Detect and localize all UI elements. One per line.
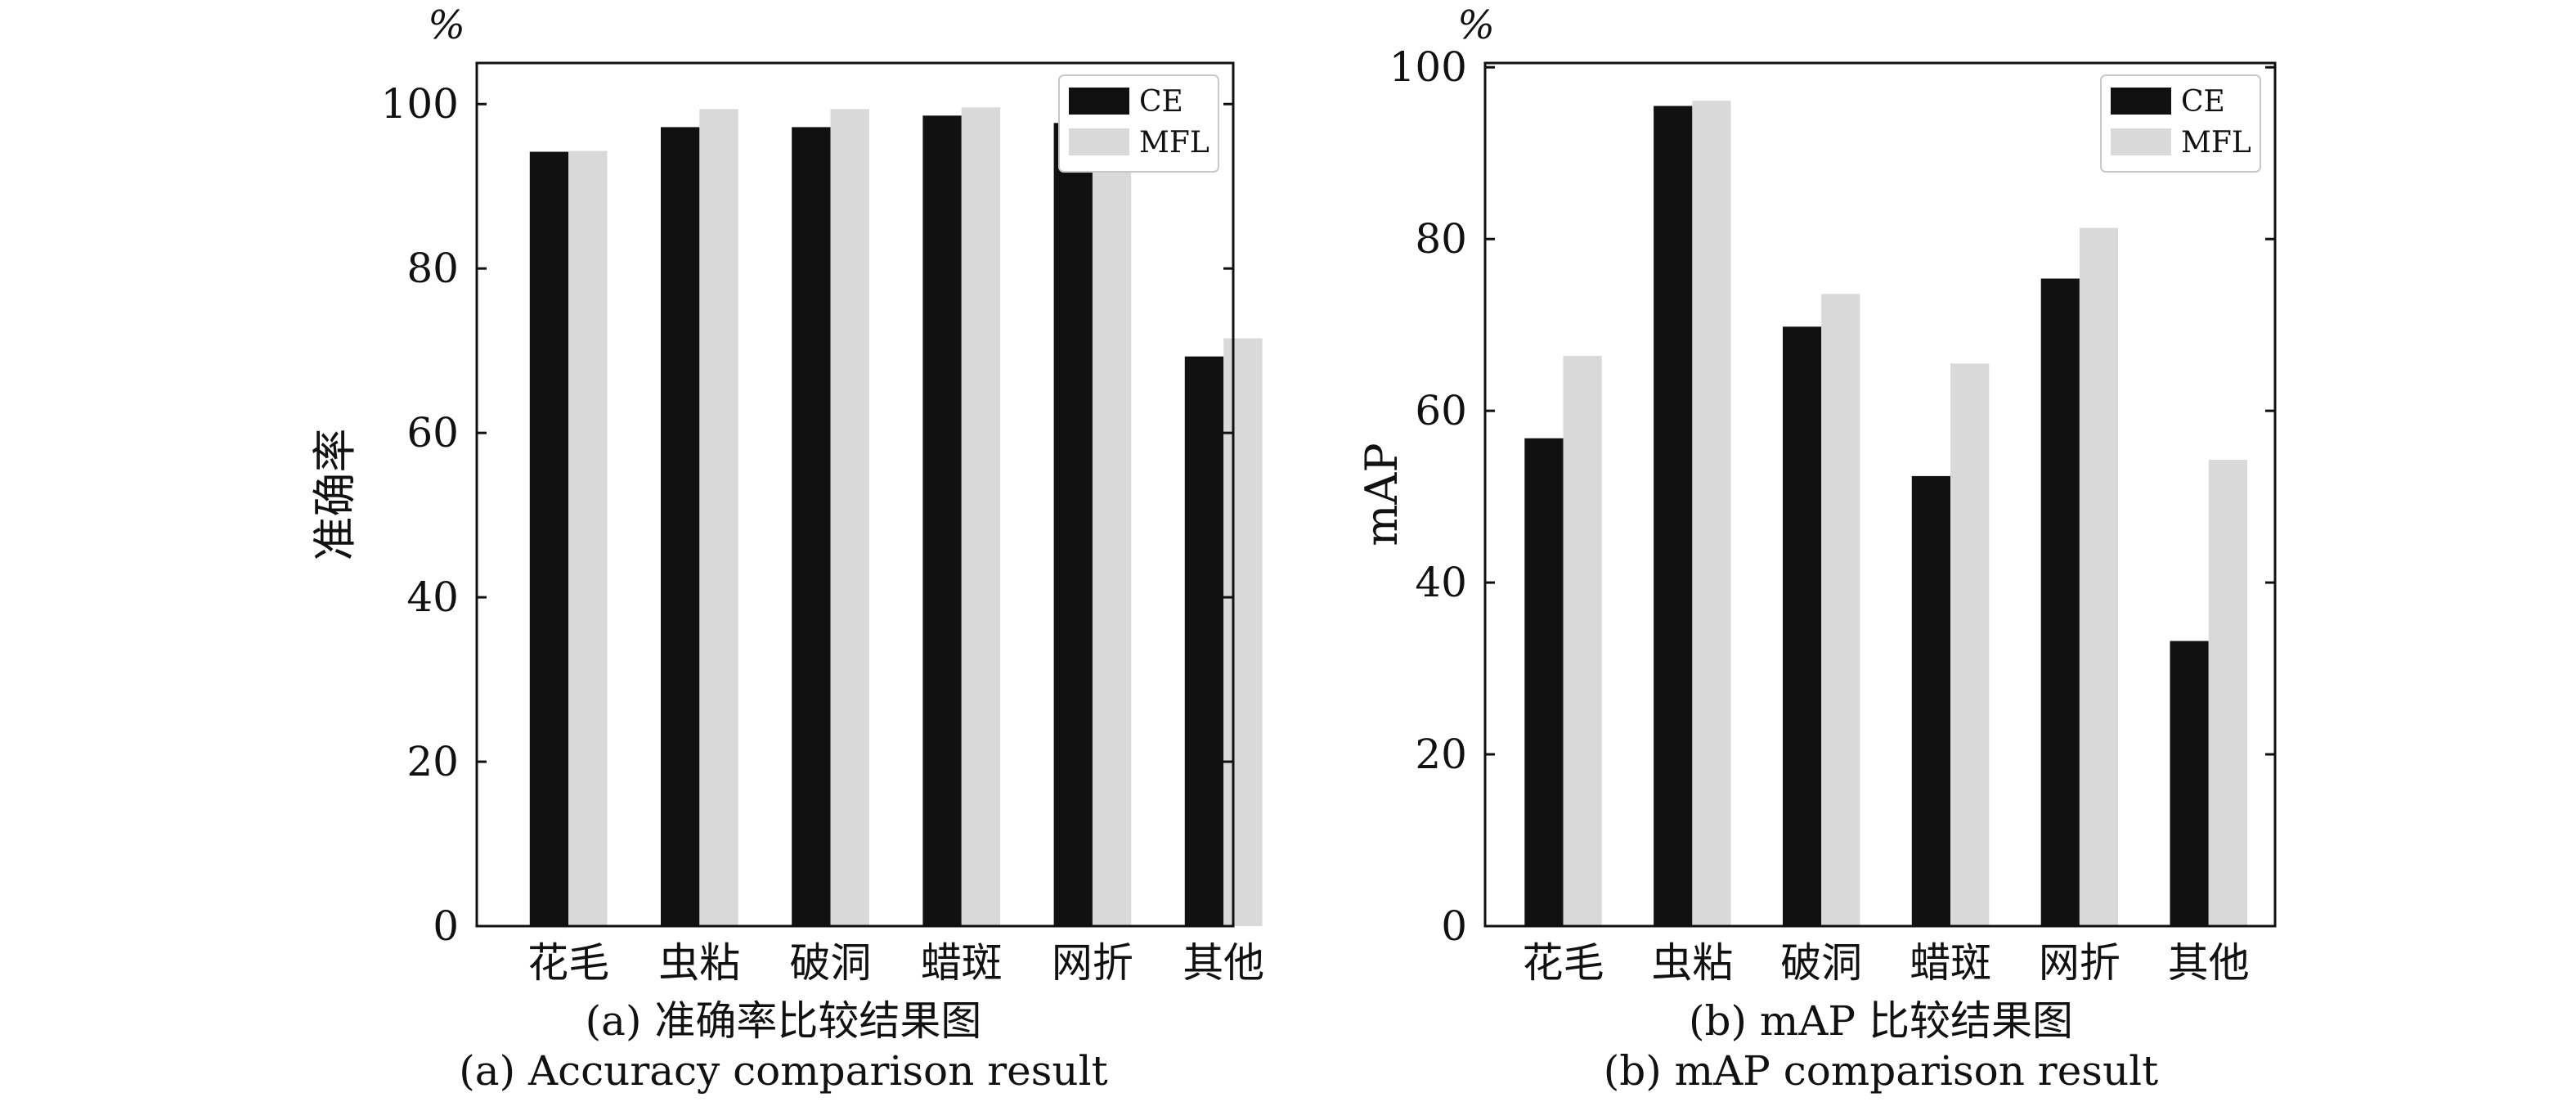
chart-a: 花毛 虫粘 破洞 蜡斑 网折 其他 0 20 40 60 80 100% 准确率 CE MFL (a) 准确率… — [309, 2, 1264, 1095]
legend-swatch-mfl — [1069, 128, 1129, 155]
legend-label-mfl: MFL — [1139, 126, 1209, 160]
bar-ce-5 — [2040, 278, 2080, 926]
bar-ce-2 — [1654, 106, 1693, 926]
bar-mfl-1 — [1563, 356, 1602, 926]
caption-zh: (a) 准确率比较结果图 — [586, 997, 982, 1045]
y-axis-label: 准确率 — [309, 429, 361, 561]
caption-en: (a) Accuracy comparison result — [459, 1047, 1107, 1095]
bar-mfl-5 — [1092, 104, 1132, 926]
legend: CE MFL — [1058, 74, 1219, 173]
x-tick-label: 蜡斑 — [1910, 939, 1991, 987]
legend-label-mfl: MFL — [2181, 126, 2251, 160]
legend: CE MFL — [2100, 74, 2261, 173]
bar-mfl-4 — [961, 107, 1001, 927]
bar-mfl-1 — [568, 151, 608, 926]
bar-ce-3 — [1783, 326, 1822, 926]
x-tick-label: 虫粘 — [1651, 939, 1733, 987]
y-axis-label: mAP — [1356, 443, 1407, 547]
bar-ce-4 — [922, 115, 962, 927]
y-tick-label: 60 — [406, 409, 459, 457]
y-tick-label: 0 — [433, 902, 459, 950]
x-tick-label: 花毛 — [1523, 939, 1604, 987]
bar-ce-6 — [2170, 641, 2209, 926]
bar-mfl-3 — [830, 109, 869, 927]
bar-mfl-2 — [1692, 101, 1731, 926]
bar-mfl-6 — [1223, 338, 1263, 927]
legend-swatch-ce — [1069, 88, 1129, 115]
y-tick-label: 40 — [1415, 559, 1467, 606]
y-tick-label: 40 — [406, 573, 459, 621]
plot-frame — [1483, 61, 2277, 928]
y-tick-label: 80 — [406, 245, 459, 292]
x-tick-label: 破洞 — [790, 939, 872, 987]
legend-label-ce: CE — [2181, 85, 2225, 119]
y-tick-label: 20 — [406, 738, 459, 785]
bar-mfl-5 — [2079, 227, 2119, 927]
x-tick-label: 虫粘 — [658, 939, 740, 987]
legend-swatch-ce — [2111, 88, 2171, 115]
bar-mfl-4 — [1950, 363, 1990, 926]
y-tick-label: 80 — [1415, 215, 1467, 263]
legend-label-ce: CE — [1139, 85, 1183, 119]
chart-b: 花毛 虫粘 破洞 蜡斑 网折 其他 0 20 40 60 80 100% mAP CE MFL (b) mAP… — [1356, 2, 2277, 1095]
x-tick-label: 蜡斑 — [921, 939, 1003, 987]
x-tick-label: 其他 — [2168, 939, 2250, 987]
legend-swatch-mfl — [2111, 128, 2171, 155]
y-tick-label: 60 — [1415, 387, 1467, 434]
caption-en: (b) mAP comparison result — [1604, 1047, 2159, 1095]
x-tick-label: 其他 — [1183, 939, 1264, 987]
bar-ce-1 — [1524, 438, 1564, 926]
bar-mfl-3 — [1821, 294, 1860, 926]
bar-ce-4 — [1911, 475, 1950, 926]
bar-ce-6 — [1184, 356, 1224, 926]
bar-mfl-6 — [2208, 460, 2247, 926]
x-tick-label: 花毛 — [527, 939, 609, 987]
bar-ce-2 — [661, 127, 700, 926]
caption-zh: (b) mAP 比较结果图 — [1689, 997, 2073, 1045]
bar-mfl-2 — [699, 109, 738, 927]
x-tick-label: 网折 — [2039, 939, 2120, 987]
y-tick-label: 100 — [1389, 43, 1467, 91]
y-tick-label: 20 — [1415, 731, 1467, 778]
y-tick-label: 100 — [381, 80, 459, 128]
bar-ce-3 — [792, 127, 831, 926]
plot-frame — [475, 61, 1235, 928]
bar-ce-1 — [529, 151, 569, 926]
x-tick-label: 破洞 — [1780, 939, 1862, 987]
y-tick-label: 0 — [1441, 902, 1467, 950]
bar-ce-5 — [1053, 123, 1093, 927]
y-unit-label: % — [1457, 2, 1495, 48]
y-unit-label: % — [428, 2, 465, 48]
x-tick-label: 网折 — [1052, 939, 1133, 987]
